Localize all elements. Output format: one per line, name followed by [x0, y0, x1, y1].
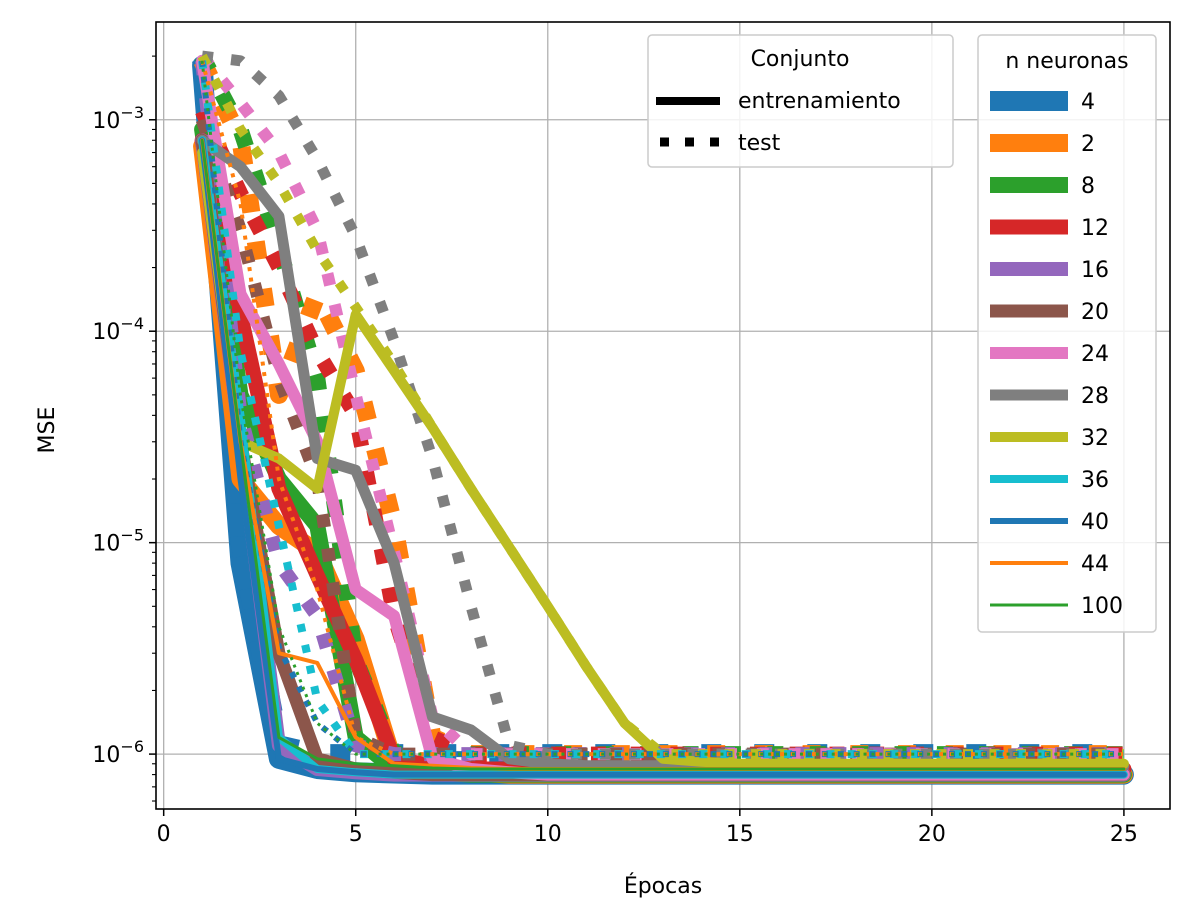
legend-entrenamiento-label: entrenamiento: [738, 89, 901, 114]
series-line-100-test: [200, 60, 1124, 756]
legend-label-44: 44: [1081, 552, 1109, 577]
series-line-16-test: [195, 60, 1124, 762]
legend-label-36: 36: [1081, 468, 1109, 493]
legend-label-100: 100: [1081, 594, 1123, 619]
legend-neurons-title: n neuronas: [1005, 49, 1128, 74]
legend-label-2: 2: [1081, 132, 1095, 157]
y-tick-label: 10−6: [92, 737, 144, 768]
series-line-100-entrenamiento: [200, 138, 1126, 771]
legend-conjunto: Conjunto entrenamiento test: [647, 34, 954, 168]
series-line-40-test: [199, 60, 1124, 758]
y-axis-title: MSE: [35, 407, 60, 454]
legend-label-40: 40: [1081, 510, 1109, 535]
x-tick-label: 0: [157, 822, 171, 847]
x-axis-title: Épocas: [624, 873, 702, 899]
series-line-40-entrenamiento: [199, 137, 1127, 778]
x-tick-label: 5: [349, 822, 363, 847]
x-axis-ticks: 0 5 10 15 20 25: [157, 809, 1138, 847]
legend-label-8: 8: [1081, 174, 1095, 199]
x-tick-label: 15: [726, 822, 754, 847]
legend-label-20: 20: [1081, 300, 1109, 325]
legend-label-24: 24: [1081, 342, 1109, 367]
legend-label-12: 12: [1081, 216, 1109, 241]
y-tick-label: 10−5: [92, 526, 144, 557]
legend-conjunto-title: Conjunto: [751, 47, 850, 72]
legend-test-label: test: [738, 131, 781, 156]
legend-label-16: 16: [1081, 258, 1109, 283]
legend-neurons-box: [977, 34, 1157, 633]
legend-label-4: 4: [1081, 90, 1095, 115]
y-tick-label: 10−4: [92, 314, 144, 345]
y-tick-label: 10−3: [92, 103, 144, 134]
legend-label-28: 28: [1081, 384, 1109, 409]
y-axis-ticks: 10−6 10−5 10−4 10−3: [92, 55, 156, 802]
x-tick-label: 25: [1110, 822, 1138, 847]
legend-label-32: 32: [1081, 426, 1109, 451]
x-tick-label: 10: [534, 822, 562, 847]
legend-conjunto-box: [647, 34, 954, 168]
x-tick-label: 20: [918, 822, 946, 847]
series-layer: [192, 50, 1134, 785]
